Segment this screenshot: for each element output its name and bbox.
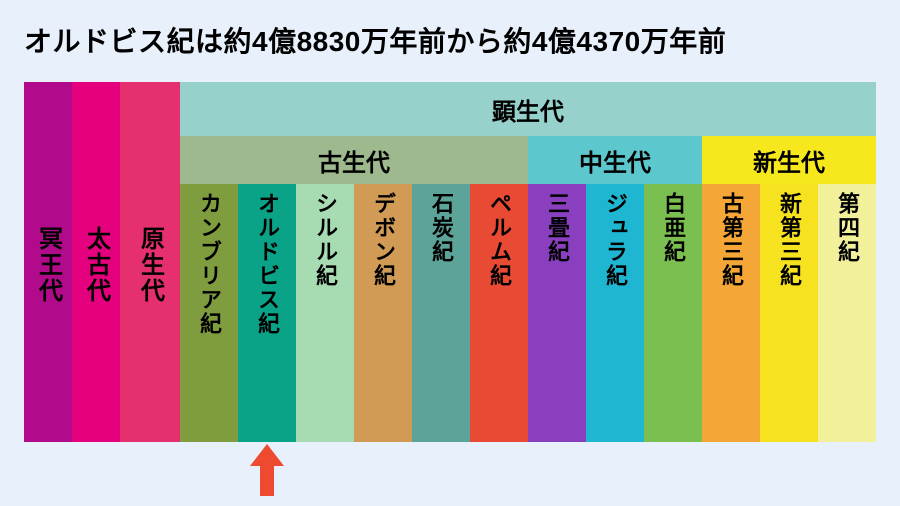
period-label: 古第三紀 xyxy=(715,192,747,288)
period-label: カンブリア紀 xyxy=(193,192,225,336)
period-column: ジュラ紀 xyxy=(586,184,644,442)
ancient-eon-column: 原生代 xyxy=(120,82,180,442)
period-column: ペルム紀 xyxy=(470,184,528,442)
ancient-eon-column: 太古代 xyxy=(72,82,120,442)
period-label: デボン紀 xyxy=(367,192,399,288)
period-column: 白亜紀 xyxy=(644,184,702,442)
era-header: 古生代 xyxy=(180,136,528,184)
period-column: 古第三紀 xyxy=(702,184,760,442)
period-column: 新第三紀 xyxy=(760,184,818,442)
page-title: オルドビス紀は約4億8830万年前から約4億4370万年前 xyxy=(24,20,876,60)
ancient-eon-column: 冥王代 xyxy=(24,82,72,442)
period-label: 石炭紀 xyxy=(425,192,457,264)
period-label: シルル紀 xyxy=(309,192,341,288)
period-label: 第四紀 xyxy=(831,192,863,264)
period-label: ジュラ紀 xyxy=(599,192,631,288)
period-label: 白亜紀 xyxy=(657,192,689,264)
period-column: 第四紀 xyxy=(818,184,876,442)
eras-row: 古生代中生代新生代 xyxy=(180,136,876,184)
period-label: ペルム紀 xyxy=(483,192,515,288)
period-column: 三畳紀 xyxy=(528,184,586,442)
up-arrow-icon xyxy=(250,444,284,496)
eon-label: 冥王代 xyxy=(31,226,66,304)
period-label: 三畳紀 xyxy=(541,192,573,264)
period-column: オルドビス紀 xyxy=(238,184,296,442)
period-label: オルドビス紀 xyxy=(251,192,283,336)
eon-label: 太古代 xyxy=(79,226,114,304)
eon-header: 顕生代 xyxy=(180,82,876,136)
periods-row: カンブリア紀オルドビス紀シルル紀デボン紀石炭紀ペルム紀三畳紀ジュラ紀白亜紀古第三… xyxy=(180,184,876,442)
era-header: 新生代 xyxy=(702,136,876,184)
era-header: 中生代 xyxy=(528,136,702,184)
eon-label: 原生代 xyxy=(133,226,168,304)
period-column: デボン紀 xyxy=(354,184,412,442)
period-column: カンブリア紀 xyxy=(180,184,238,442)
phanerozoic-eon: 顕生代古生代中生代新生代カンブリア紀オルドビス紀シルル紀デボン紀石炭紀ペルム紀三… xyxy=(180,82,876,442)
period-column: シルル紀 xyxy=(296,184,354,442)
period-label: 新第三紀 xyxy=(773,192,805,288)
arrow-indicator-row xyxy=(24,442,876,502)
geologic-timescale-chart: 冥王代太古代原生代顕生代古生代中生代新生代カンブリア紀オルドビス紀シルル紀デボン… xyxy=(24,82,876,442)
period-column: 石炭紀 xyxy=(412,184,470,442)
